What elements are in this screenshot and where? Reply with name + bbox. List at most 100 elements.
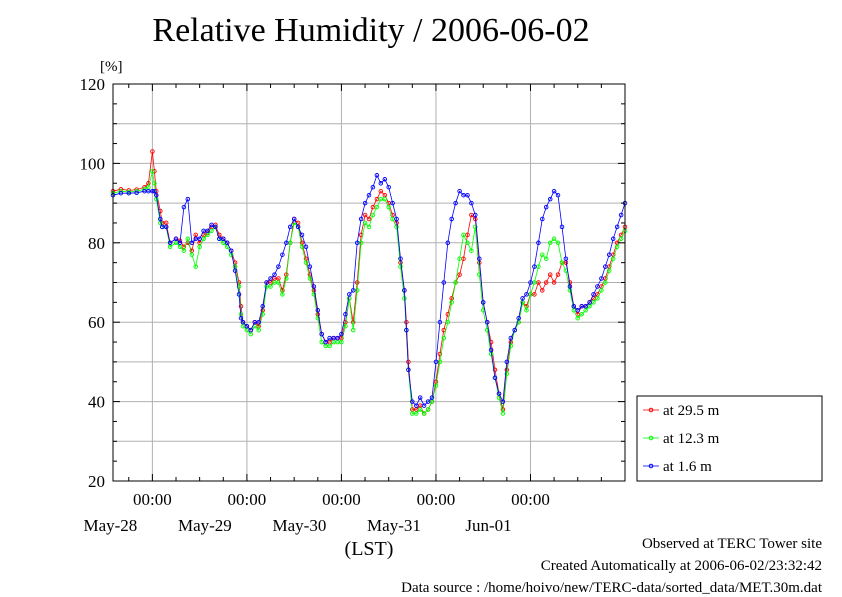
- series-point-1: [441, 335, 447, 341]
- series-point-2: [583, 304, 588, 309]
- series-point-2: [268, 276, 273, 281]
- series-point-2: [244, 323, 250, 329]
- series-point-1: [618, 236, 624, 242]
- series-point-2: [571, 304, 577, 309]
- series-point-2: [524, 292, 529, 297]
- series-point-1: [370, 212, 376, 218]
- observed-note: Observed at TERC Tower site: [641, 536, 822, 552]
- series-point-1: [417, 407, 423, 412]
- series-point-2: [213, 224, 218, 230]
- series-point-2: [354, 240, 360, 246]
- series-point-1: [547, 240, 553, 246]
- series-point-1: [575, 315, 580, 321]
- series-point-2: [437, 319, 443, 325]
- series-point-2: [295, 224, 301, 230]
- series-point-2: [358, 216, 364, 222]
- series-point-0: [457, 272, 462, 277]
- series-point-2: [272, 272, 277, 277]
- series-point-2: [311, 284, 317, 289]
- series-point-2: [256, 319, 261, 325]
- series-point-2: [181, 204, 187, 210]
- series-point-2: [429, 395, 435, 400]
- series-point-2: [540, 216, 545, 222]
- series-point-0: [362, 212, 368, 218]
- legend-box: [636, 395, 823, 482]
- series-point-2: [445, 240, 451, 246]
- y-tick-label: 20: [88, 472, 105, 491]
- series-point-1: [606, 268, 612, 273]
- chart-title: Relative Humidity / 2006-06-02: [152, 12, 590, 49]
- series-point-1: [610, 256, 616, 261]
- legend-swatch-marker: [648, 435, 654, 441]
- series-point-2: [303, 244, 309, 250]
- series-point-2: [610, 236, 616, 242]
- series-point-2: [177, 240, 183, 246]
- series-point-2: [343, 312, 348, 317]
- series-point-2: [449, 216, 454, 222]
- series-point-0: [555, 272, 561, 277]
- series-point-2: [559, 224, 565, 230]
- legend-swatch-marker: [648, 407, 654, 413]
- series-point-1: [414, 411, 419, 416]
- series-point-2: [504, 359, 510, 365]
- series-point-2: [335, 335, 340, 341]
- series-point-2: [287, 224, 293, 230]
- series-point-2: [587, 300, 592, 305]
- legend-label: at 29.5 m: [663, 403, 720, 419]
- series-point-2: [323, 339, 328, 345]
- series-point-2: [606, 252, 612, 257]
- series-point-1: [315, 315, 321, 321]
- series-point-2: [543, 204, 549, 210]
- series-point-1: [303, 260, 309, 265]
- series-point-0: [547, 272, 553, 277]
- series-point-1: [504, 371, 510, 377]
- series-point-1: [280, 292, 285, 297]
- series-point-1: [543, 256, 549, 261]
- series-point-1: [559, 260, 565, 265]
- series-point-1: [197, 244, 202, 250]
- series-point-2: [406, 367, 411, 373]
- series-point-1: [445, 319, 451, 325]
- series-point-1: [433, 383, 439, 388]
- series-point-2: [260, 304, 265, 309]
- series-point-1: [181, 248, 187, 253]
- series-point-2: [228, 248, 234, 253]
- series-point-2: [599, 276, 604, 281]
- series-point-2: [473, 212, 478, 218]
- series-point-2: [480, 300, 486, 305]
- series-point-1: [595, 296, 600, 301]
- series-point-2: [224, 240, 230, 246]
- series-point-2: [417, 395, 423, 400]
- series-point-1: [343, 323, 348, 329]
- series-point-2: [347, 292, 352, 297]
- series-point-0: [354, 280, 360, 285]
- series-point-1: [599, 288, 604, 293]
- y-tick-label: 60: [88, 313, 105, 332]
- series-point-2: [197, 236, 202, 242]
- series-point-1: [603, 280, 608, 285]
- series-point-2: [488, 347, 494, 353]
- series-point-1: [307, 276, 313, 281]
- series-point-2: [496, 391, 502, 396]
- series-point-1: [540, 252, 545, 257]
- series-point-1: [484, 327, 490, 333]
- series-point-0: [366, 216, 372, 222]
- series-point-0: [238, 304, 244, 309]
- series-point-2: [221, 236, 226, 242]
- series-point-0: [492, 367, 498, 373]
- series-point-2: [567, 284, 573, 289]
- legend-layer: at 29.5 m at 12.3 m at 1.6 m: [636, 395, 823, 482]
- series-point-2: [390, 200, 395, 206]
- series-layer: [110, 149, 628, 416]
- series-point-2: [299, 232, 305, 238]
- series-point-1: [150, 169, 155, 174]
- series-point-1: [449, 300, 454, 305]
- series-point-2: [319, 331, 324, 337]
- series-point-2: [484, 319, 490, 325]
- series-point-0: [150, 149, 155, 154]
- series-point-2: [520, 296, 525, 301]
- series-point-1: [555, 240, 561, 246]
- created-note: Created Automatically at 2006-06-02/23:3…: [540, 558, 822, 574]
- series-point-2: [382, 177, 388, 182]
- series-point-1: [284, 276, 289, 281]
